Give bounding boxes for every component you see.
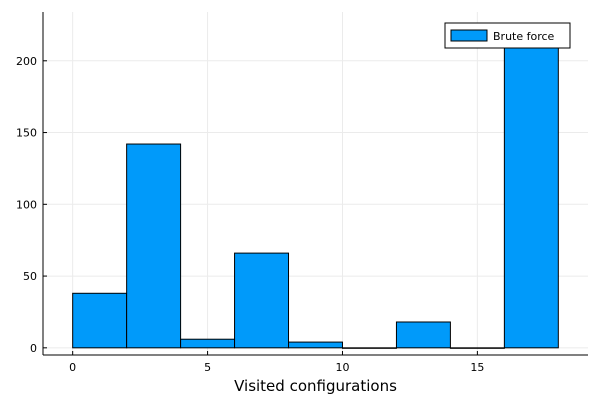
histogram-bar [341, 347, 397, 349]
x-tick-label: 0 [69, 361, 76, 374]
axes [42, 12, 588, 356]
legend-swatch [450, 29, 488, 42]
histogram-bar [126, 143, 182, 349]
x-axis-ticks: 0 5 10 15 [69, 351, 484, 374]
bars [72, 22, 559, 349]
y-axis-ticks: 0 50 100 150 200 [16, 55, 47, 355]
histogram-bar [72, 292, 128, 349]
y-tick-label: 150 [16, 127, 37, 140]
histogram-bar [395, 321, 451, 349]
x-axis-label: Visited configurations [234, 377, 397, 395]
y-tick-label: 100 [16, 198, 37, 211]
histogram-bar [234, 252, 290, 349]
legend-label: Brute force [493, 30, 555, 43]
legend: Brute force [444, 22, 571, 49]
histogram-bar [449, 347, 505, 349]
x-tick-label: 10 [335, 361, 349, 374]
histogram-bar [503, 22, 559, 349]
x-tick-label: 5 [204, 361, 211, 374]
x-tick-label: 15 [470, 361, 484, 374]
histogram-bar [288, 341, 343, 349]
histogram-bar [180, 338, 236, 349]
y-tick-label: 50 [23, 270, 37, 283]
y-tick-label: 0 [30, 342, 37, 355]
y-tick-label: 200 [16, 55, 37, 68]
